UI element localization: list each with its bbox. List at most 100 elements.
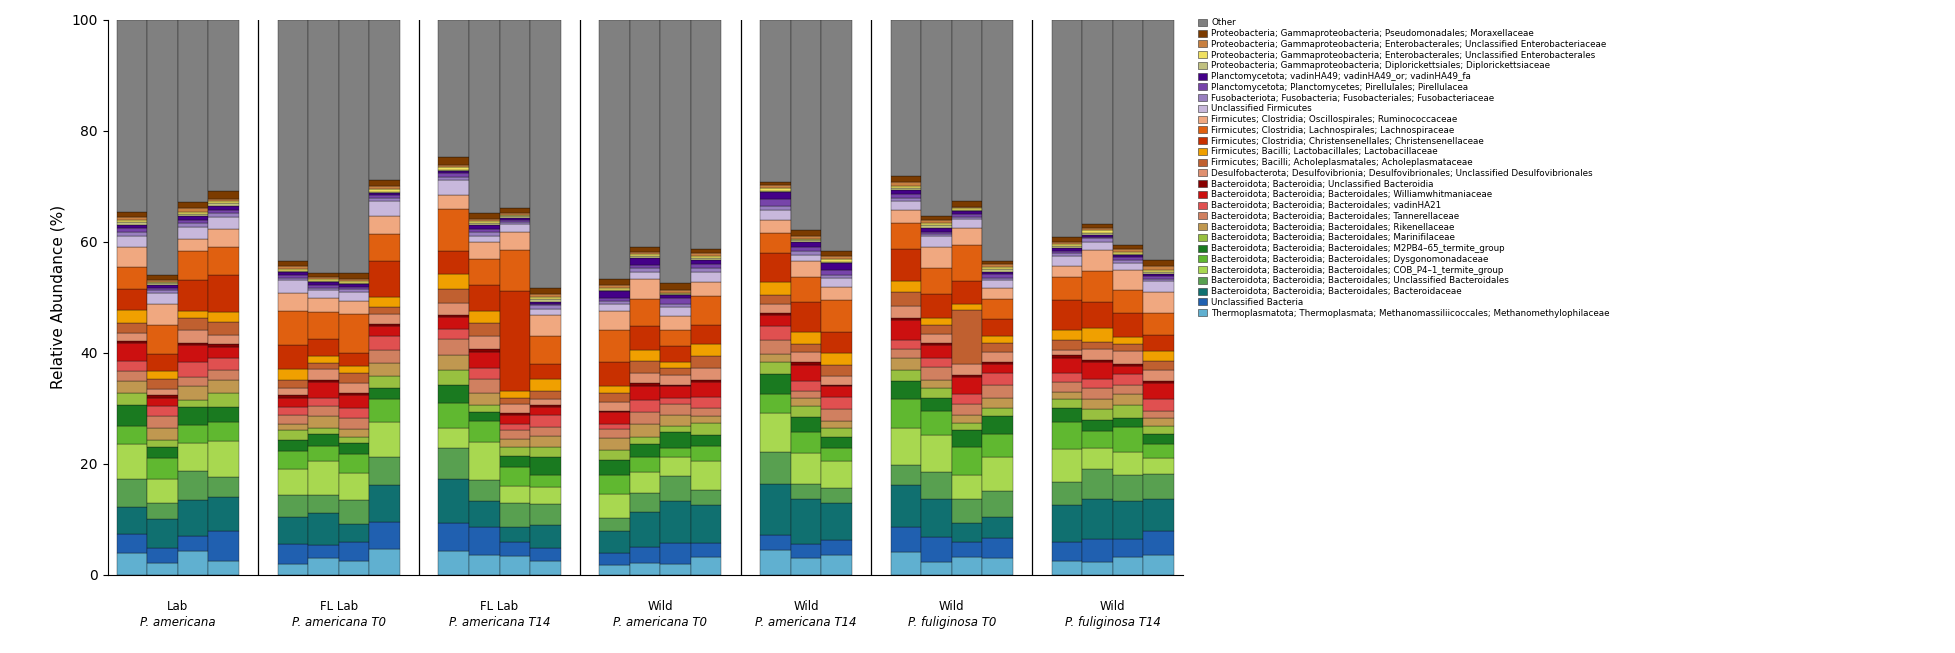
Bar: [1112, 252, 1144, 253]
Bar: [369, 215, 399, 234]
Bar: [921, 398, 952, 411]
Bar: [661, 543, 690, 564]
Bar: [952, 210, 981, 212]
Text: Wild: Wild: [938, 599, 964, 613]
Bar: [338, 561, 369, 575]
Bar: [630, 443, 661, 456]
Bar: [661, 283, 690, 290]
Bar: [1144, 531, 1173, 554]
Bar: [469, 421, 500, 442]
Bar: [178, 20, 209, 202]
Bar: [891, 485, 921, 527]
Bar: [117, 220, 147, 223]
Bar: [981, 416, 1013, 434]
Bar: [630, 472, 661, 493]
Bar: [690, 543, 721, 556]
Bar: [981, 288, 1013, 299]
Bar: [1052, 399, 1081, 408]
Bar: [821, 256, 852, 259]
Bar: [600, 393, 630, 402]
Bar: [1144, 399, 1173, 411]
Bar: [821, 428, 852, 437]
Bar: [338, 353, 369, 366]
Bar: [369, 376, 399, 388]
Bar: [630, 437, 661, 443]
Bar: [309, 382, 338, 398]
Bar: [921, 216, 952, 219]
Bar: [821, 287, 852, 300]
Bar: [469, 232, 500, 236]
Bar: [469, 323, 500, 336]
Bar: [1144, 411, 1173, 419]
Bar: [369, 192, 399, 193]
Bar: [469, 442, 500, 480]
Bar: [178, 216, 209, 219]
Bar: [500, 391, 530, 398]
Bar: [891, 249, 921, 281]
Bar: [500, 556, 530, 575]
Bar: [921, 223, 952, 225]
Bar: [690, 357, 721, 368]
Bar: [891, 190, 921, 194]
Bar: [309, 312, 338, 339]
Bar: [147, 479, 178, 503]
Bar: [1081, 409, 1112, 420]
Bar: [821, 259, 852, 262]
Bar: [500, 219, 530, 222]
Bar: [1144, 360, 1173, 370]
Bar: [1052, 408, 1081, 422]
Bar: [530, 447, 561, 457]
Bar: [209, 20, 239, 191]
Bar: [500, 413, 530, 415]
Bar: [278, 430, 309, 440]
Bar: [630, 272, 661, 279]
Bar: [1081, 399, 1112, 409]
Bar: [921, 268, 952, 294]
Bar: [209, 312, 239, 322]
Bar: [1052, 561, 1081, 575]
Bar: [1144, 434, 1173, 444]
Bar: [1052, 449, 1081, 482]
Text: P. americana T0: P. americana T0: [614, 616, 708, 629]
Bar: [369, 198, 399, 201]
Bar: [209, 213, 239, 217]
Bar: [790, 362, 821, 364]
Bar: [790, 364, 821, 381]
Bar: [117, 310, 147, 323]
Bar: [630, 255, 661, 256]
Bar: [921, 228, 952, 232]
Bar: [147, 406, 178, 417]
Bar: [600, 460, 630, 475]
Bar: [178, 208, 209, 212]
Bar: [1081, 447, 1112, 470]
Bar: [790, 406, 821, 417]
Bar: [760, 413, 790, 452]
Bar: [1112, 426, 1144, 452]
Bar: [600, 412, 630, 424]
Bar: [821, 270, 852, 276]
Bar: [891, 281, 921, 293]
Bar: [438, 370, 469, 385]
Bar: [981, 267, 1013, 269]
Bar: [952, 212, 981, 214]
Bar: [661, 415, 690, 426]
Bar: [821, 409, 852, 421]
Bar: [278, 494, 309, 517]
Bar: [1112, 313, 1144, 337]
Bar: [1144, 274, 1173, 276]
Bar: [952, 522, 981, 542]
Bar: [500, 398, 530, 404]
Bar: [469, 379, 500, 393]
Bar: [1081, 360, 1112, 362]
Bar: [530, 379, 561, 391]
Bar: [117, 289, 147, 310]
Bar: [1052, 300, 1081, 330]
Bar: [469, 242, 500, 259]
Bar: [690, 422, 721, 435]
Bar: [500, 222, 530, 224]
Bar: [278, 564, 309, 575]
Bar: [760, 188, 790, 191]
Text: P. fuliginosa T0: P. fuliginosa T0: [907, 616, 995, 629]
Bar: [1112, 290, 1144, 313]
Bar: [530, 525, 561, 548]
